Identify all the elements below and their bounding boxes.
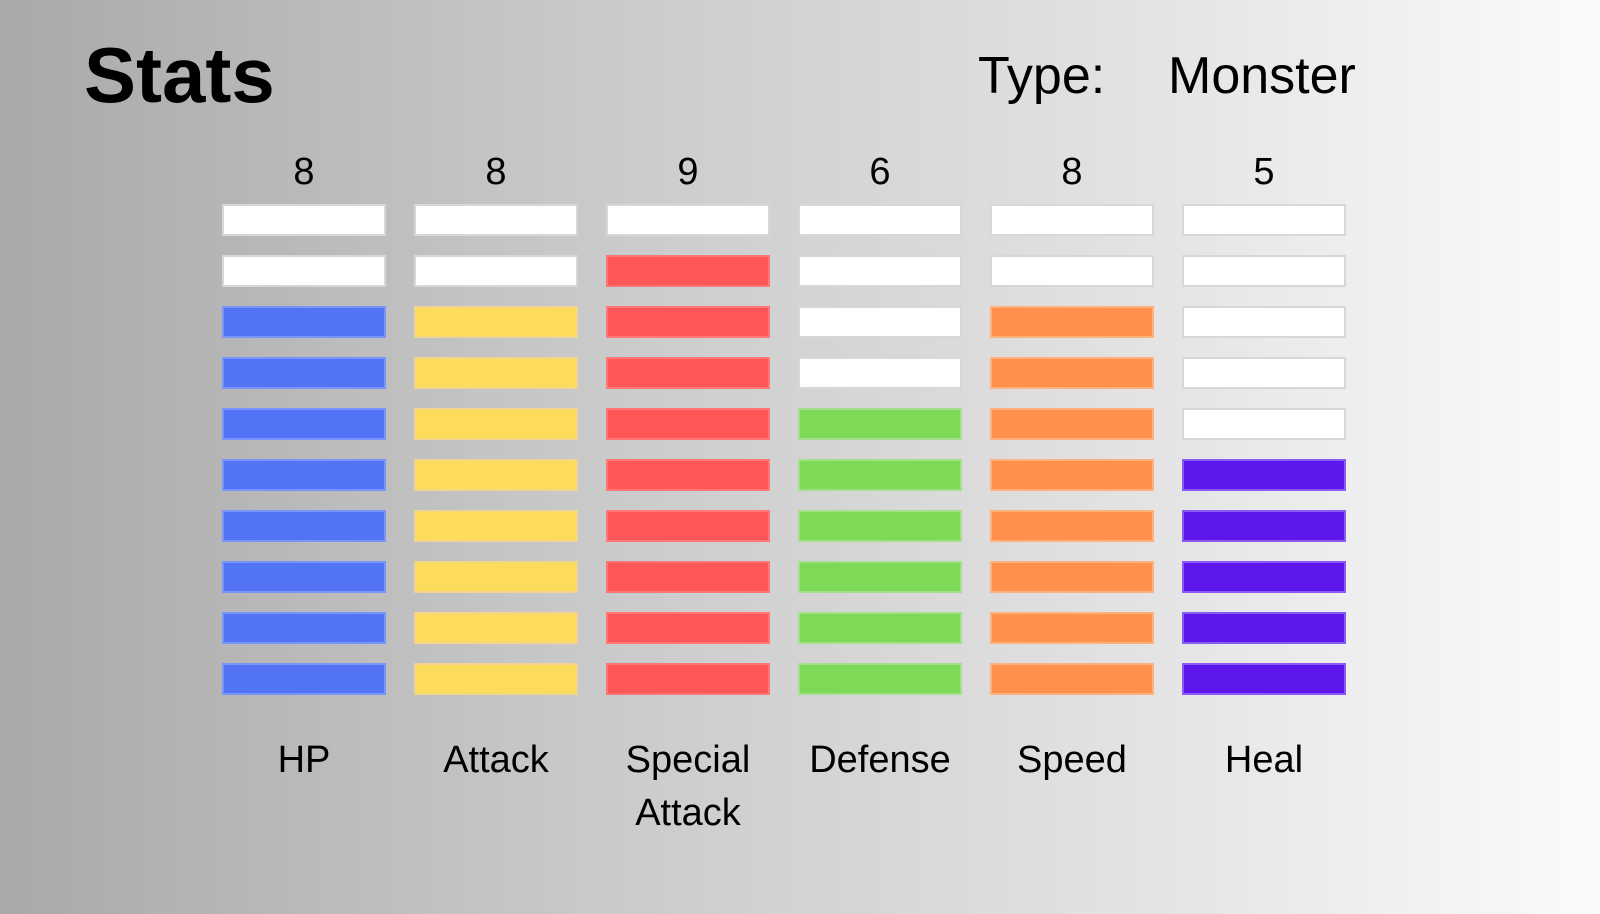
stat-bar-segment-filled [990,663,1154,695]
stat-bar-segment-filled [222,459,386,491]
stat-bar-segment-filled [222,408,386,440]
stat-bar-segment-empty [798,306,962,338]
stat-value: 6 [869,151,891,193]
stat-bar-segment-filled [414,306,578,338]
stat-bar-segment-filled [606,459,770,491]
stat-bar-segment-filled [1182,510,1346,542]
stat-bar-segment-filled [990,459,1154,491]
stat-bar-segment-empty [606,204,770,236]
stat-bar-segment-filled [606,408,770,440]
stat-bar-segment-empty [414,204,578,236]
stat-bar-segment-filled [414,510,578,542]
stat-bar-segment-filled [990,510,1154,542]
stat-label: Defense [809,739,951,781]
stat-bar-segment-filled [990,612,1154,644]
stat-bar-segment-empty [222,204,386,236]
stat-column-heal: 5 Heal [1182,150,1346,781]
stat-bar-segment-filled [222,612,386,644]
type-value: Monster [1168,47,1356,105]
page-title: Stats [84,31,275,119]
stat-bar-segment-empty [798,357,962,389]
stat-column-hp: 8 HP [222,150,386,781]
stat-column-defense: 6 Defense [798,150,962,781]
stat-value: 8 [1061,151,1083,193]
stat-bar-segment-filled [798,612,962,644]
stat-value: 5 [1253,151,1275,193]
stat-value: 8 [293,151,315,193]
stat-bar-segment-filled [798,561,962,593]
stat-column-speed: 8 Speed [990,150,1154,781]
stat-bar-segment-filled [990,561,1154,593]
stat-bar-segment-filled [1182,612,1346,644]
stat-bar-segment-filled [1182,561,1346,593]
stat-bar-segment-empty [990,204,1154,236]
stat-bar-segment-filled [990,357,1154,389]
stat-bar-segment-filled [606,306,770,338]
stat-bar-segment-empty [1182,204,1346,236]
stat-bar-segment-filled [414,408,578,440]
stat-bar-segment-empty [798,204,962,236]
stat-bar-segment-filled [222,306,386,338]
stat-bar-segment-empty [798,255,962,287]
stat-bar-segment-filled [222,561,386,593]
stat-bar-segment-filled [798,510,962,542]
stat-column-special-attack: 9 Special Attack [606,150,770,834]
stat-bar-segment-filled [606,561,770,593]
stat-bar-segment-filled [414,612,578,644]
stat-bar-segment-filled [798,663,962,695]
stat-bar-segment-filled [1182,459,1346,491]
stat-label: Special Attack [625,739,751,834]
stat-value: 9 [677,151,699,193]
stat-bar-segment-filled [222,510,386,542]
stat-bar-segment-filled [606,357,770,389]
stat-bar-segment-filled [990,306,1154,338]
stat-bar-segment-filled [222,357,386,389]
stat-bar-segment-empty [1182,357,1346,389]
stat-value: 8 [485,151,507,193]
stat-bar-segment-empty [414,255,578,287]
stat-bar-segment-filled [222,663,386,695]
stat-bar-segment-empty [990,255,1154,287]
stat-bar-segment-filled [1182,663,1346,695]
stat-column-attack: 8 Attack [414,150,578,781]
stat-bar-segment-filled [414,561,578,593]
stat-bar-segment-filled [606,255,770,287]
stat-bar-segment-empty [1182,306,1346,338]
stat-bar-segment-filled [606,663,770,695]
stat-bar-segment-filled [798,459,962,491]
stat-bar-segment-empty [1182,255,1346,287]
stat-bar-segment-filled [414,663,578,695]
stat-bar-segment-filled [414,459,578,491]
stat-label: Attack [443,739,549,781]
stat-bar-segment-filled [606,510,770,542]
stat-bar-segment-filled [414,357,578,389]
stat-bar-segment-empty [1182,408,1346,440]
stat-bar-segment-filled [990,408,1154,440]
stat-bar-segment-filled [798,408,962,440]
stat-label: HP [277,739,331,781]
type-label: Type: [978,47,1106,105]
stat-bar-segment-filled [606,612,770,644]
stat-label: Speed [1017,739,1127,781]
stat-label: Heal [1224,739,1304,781]
stat-bar-segment-empty [222,255,386,287]
